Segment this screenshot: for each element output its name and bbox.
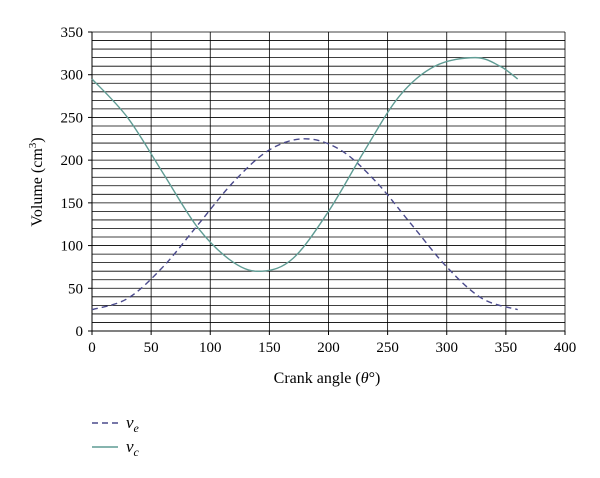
y-tick-label: 300	[61, 68, 84, 84]
x-tick-label: 50	[144, 340, 159, 356]
grid	[92, 31, 566, 331]
legend-label-vc: vc	[126, 437, 140, 459]
y-tick-label: 100	[61, 239, 84, 255]
y-tick-label: 200	[61, 153, 84, 169]
series-line-v-e	[91, 138, 518, 311]
x-tick-label: 250	[376, 340, 399, 356]
y-tick-label: 250	[61, 110, 84, 126]
x-tick-label: 0	[88, 340, 96, 356]
legend-label-ve: ve	[126, 413, 140, 435]
series-lines	[91, 56, 519, 311]
series-line-v-c	[91, 56, 519, 273]
x-tick-label: 200	[317, 340, 340, 356]
x-tick-label: 400	[554, 340, 577, 356]
y-tick-label: 0	[76, 324, 84, 340]
y-tick-label: 50	[68, 281, 83, 297]
x-tick-label: 150	[258, 340, 281, 356]
legend: ve vc	[92, 413, 140, 459]
y-tick-label: 350	[61, 25, 84, 41]
y-tick-label: 150	[61, 196, 84, 212]
x-tick-label: 100	[199, 340, 222, 356]
x-tick-label: 300	[436, 340, 459, 356]
x-axis-title: Crank angle (θ°)	[274, 370, 381, 387]
x-tick-label: 350	[495, 340, 518, 356]
y-axis-title: Volume (cm3)	[27, 137, 46, 226]
tick-labels: 0 50 100 150 200 250 300 350 0 50 100 150 200 250 300 3…	[61, 25, 577, 356]
